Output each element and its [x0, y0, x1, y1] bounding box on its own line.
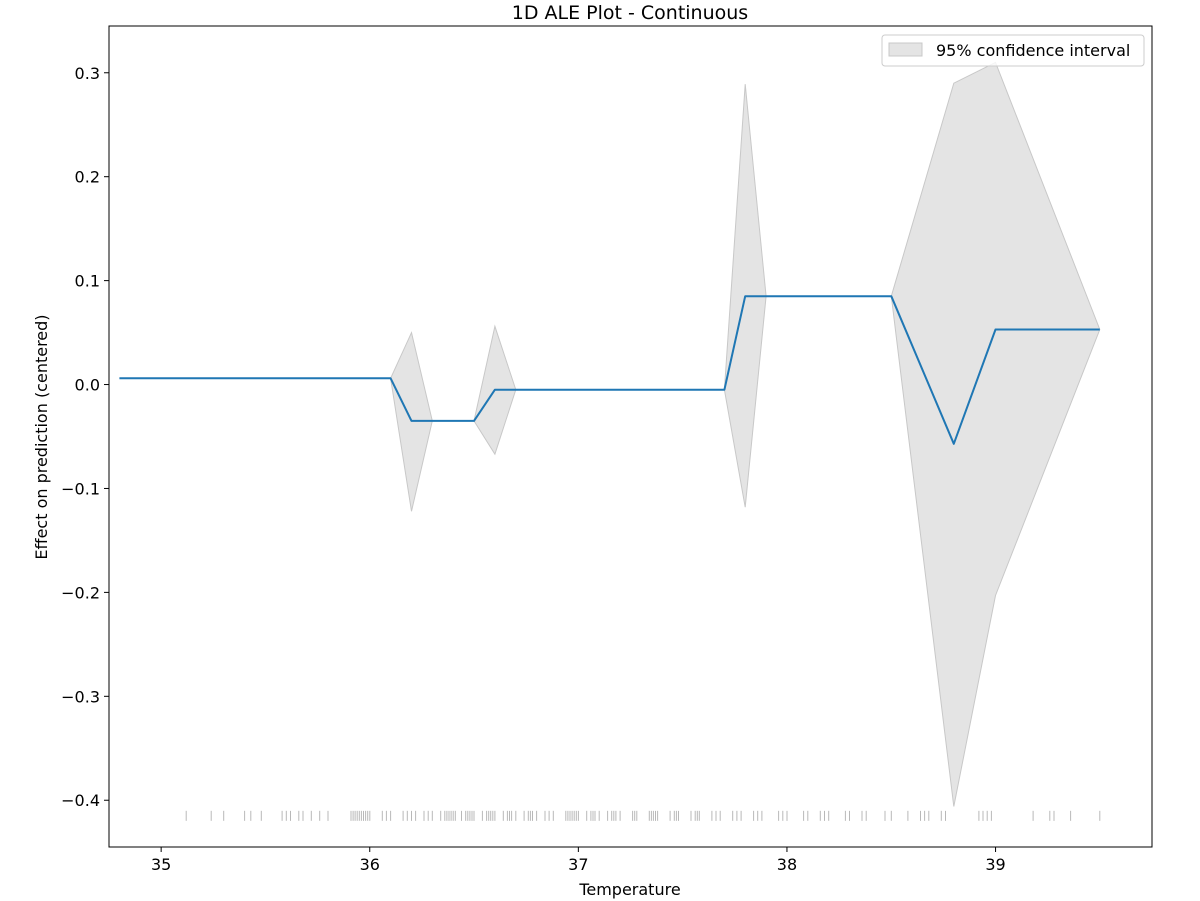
y-tick-label: 0.2 — [75, 168, 100, 187]
x-tick-label: 35 — [151, 855, 171, 874]
y-tick-label: 0.3 — [75, 64, 100, 83]
y-tick-label: −0.4 — [61, 791, 100, 810]
ale-line-layer — [119, 295, 1100, 445]
confidence-band-layer — [390, 61, 1101, 807]
y-tick-label: −0.1 — [61, 479, 100, 498]
x-tick-label: 38 — [777, 855, 797, 874]
x-tick-label: 37 — [568, 855, 588, 874]
plot-area — [119, 61, 1101, 821]
x-tick-label: 36 — [360, 855, 380, 874]
x-tick-label: 39 — [985, 855, 1005, 874]
chart-title: 1D ALE Plot - Continuous — [512, 2, 748, 24]
plot-frame — [108, 25, 1153, 848]
legend: 95% confidence interval — [881, 34, 1145, 67]
y-tick-label: −0.2 — [61, 583, 100, 602]
legend-label-confidence-interval: 95% confidence interval — [936, 41, 1130, 60]
y-axis-title: Effect on prediction (centered) — [32, 314, 51, 559]
rug-layer — [185, 810, 1101, 821]
y-tick-label: 0.0 — [75, 376, 100, 395]
x-axis-title: Temperature — [578, 880, 680, 899]
x-axis-ticks: 35 36 37 38 39 — [151, 847, 1006, 874]
y-tick-label: 0.1 — [75, 272, 100, 291]
legend-swatch-confidence-interval — [888, 42, 923, 57]
y-axis-ticks: −0.4 −0.3 −0.2 −0.1 0.0 0.1 0.2 0.3 — [61, 64, 109, 810]
y-tick-label: −0.3 — [61, 687, 100, 706]
confidence-band-segment-4 — [890, 61, 1101, 807]
confidence-band-segment-1 — [390, 331, 433, 512]
ale-line — [119, 295, 1100, 445]
legend-frame — [881, 34, 1145, 67]
